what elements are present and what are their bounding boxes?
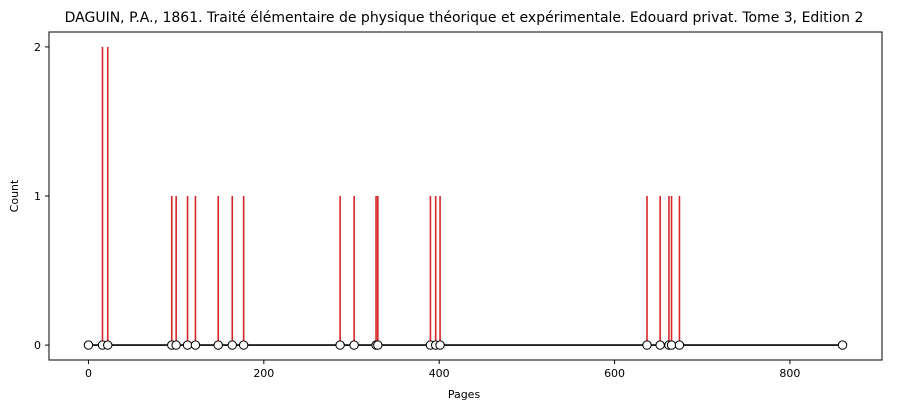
- y-axis-label: Count: [8, 179, 21, 212]
- x-axis-label: Pages: [448, 388, 481, 401]
- baseline-marker: [213, 340, 223, 350]
- x-axis-ticks: 0 200 400 600 800: [85, 360, 800, 380]
- x-tick-label: 0: [85, 367, 92, 380]
- baseline-marker: [190, 340, 201, 350]
- plot-area: [49, 32, 882, 360]
- baseline-marker: [837, 340, 848, 350]
- baseline-marker: [655, 340, 665, 350]
- baseline-marker: [238, 340, 249, 350]
- x-tick-label: 200: [253, 367, 274, 380]
- x-tick-label: 400: [429, 367, 450, 380]
- baseline-marker: [227, 340, 237, 350]
- baseline-marker: [83, 340, 94, 350]
- x-tick-label: 800: [779, 367, 800, 380]
- baseline-marker: [373, 340, 383, 350]
- baseline-marker: [171, 340, 181, 350]
- baseline-marker: [666, 340, 677, 350]
- baseline-marker: [103, 340, 113, 350]
- baseline-marker: [674, 340, 685, 350]
- baseline-marker: [349, 340, 359, 350]
- baseline-marker: [642, 340, 652, 350]
- baseline-marker: [435, 340, 445, 350]
- x-tick-label: 600: [604, 367, 625, 380]
- baseline-marker: [335, 340, 345, 350]
- y-tick-label: 0: [34, 339, 41, 352]
- markers-group: [83, 340, 848, 350]
- chart-title: DAGUIN, P.A., 1861. Traité élémentaire d…: [65, 10, 864, 26]
- y-axis-ticks: 0 1 2: [34, 41, 49, 352]
- y-tick-label: 2: [34, 41, 41, 54]
- stems-group: [101, 46, 681, 346]
- y-tick-label: 1: [34, 190, 41, 203]
- baseline-marker: [182, 340, 193, 350]
